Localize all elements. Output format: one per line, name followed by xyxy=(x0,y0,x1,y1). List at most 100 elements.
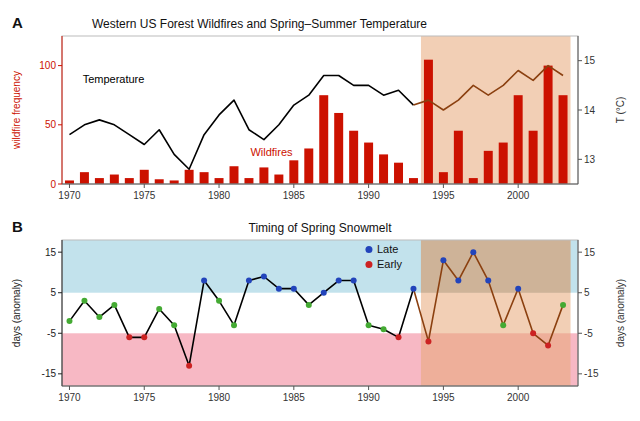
bar xyxy=(439,172,448,184)
legend-marker xyxy=(365,261,372,268)
bar xyxy=(514,95,523,184)
plot-area xyxy=(65,36,571,184)
point xyxy=(306,302,312,308)
bar xyxy=(274,175,283,184)
bar xyxy=(559,95,568,184)
legend: LateEarly xyxy=(365,243,402,270)
point xyxy=(126,334,132,340)
bar xyxy=(469,178,478,184)
x-tick xyxy=(144,386,145,390)
point xyxy=(171,322,177,328)
bar xyxy=(334,113,343,184)
panel: 1970197519801985199019952000050100131415… xyxy=(11,14,626,201)
point xyxy=(156,306,162,312)
point xyxy=(276,286,282,292)
y2-tick-label: -15 xyxy=(584,368,599,379)
bar xyxy=(155,179,164,184)
y2-tick-label: 15 xyxy=(584,247,596,258)
y-axis-line xyxy=(62,240,63,386)
y-tick-label: 0 xyxy=(50,179,56,190)
x-tick-label: 1985 xyxy=(283,392,306,403)
point xyxy=(111,302,117,308)
y-tick xyxy=(58,373,62,374)
bar xyxy=(65,180,74,184)
y-tick xyxy=(58,292,62,293)
x-tick xyxy=(219,386,220,390)
x-tick-label: 1975 xyxy=(133,190,156,201)
y2-tick xyxy=(578,60,582,61)
x-tick xyxy=(144,184,145,188)
bar xyxy=(289,160,298,184)
point xyxy=(500,322,506,328)
point xyxy=(351,278,357,284)
highlight-late-overlay xyxy=(421,240,571,293)
x-tick-label: 1990 xyxy=(357,190,380,201)
bar xyxy=(244,178,253,184)
highlight-span xyxy=(421,240,571,386)
x-axis-line xyxy=(62,184,578,185)
line xyxy=(413,66,563,110)
y2-axis-line xyxy=(578,240,579,386)
bar xyxy=(110,175,119,184)
bar xyxy=(95,178,104,184)
y2-tick xyxy=(578,292,582,293)
x-axis-line xyxy=(62,386,578,387)
x-tick-label: 1985 xyxy=(283,190,306,201)
y-tick-label: 50 xyxy=(45,119,57,130)
series-label: Wildfires xyxy=(250,146,293,158)
bar xyxy=(349,131,358,184)
y-tick xyxy=(58,252,62,253)
x-tick xyxy=(69,386,70,390)
x-tick-label: 1990 xyxy=(357,392,380,403)
y2-tick-label: 5 xyxy=(584,287,590,298)
x-tick xyxy=(518,184,519,188)
bar xyxy=(379,154,388,184)
y-tick-label: -15 xyxy=(42,368,57,379)
point xyxy=(440,257,446,263)
point xyxy=(66,318,72,324)
x-tick-label: 1995 xyxy=(432,190,455,201)
point xyxy=(381,326,387,332)
point xyxy=(246,278,252,284)
x-tick xyxy=(293,184,294,188)
bar xyxy=(319,95,328,184)
point xyxy=(201,278,207,284)
y2-tick xyxy=(578,159,582,160)
bar xyxy=(140,170,149,184)
line xyxy=(69,75,413,169)
x-tick xyxy=(443,386,444,390)
point xyxy=(545,342,551,348)
y2-tick xyxy=(578,110,582,111)
x-tick xyxy=(368,184,369,188)
plot-area xyxy=(62,240,578,386)
bar xyxy=(424,60,433,184)
point xyxy=(81,298,87,304)
x-tick-label: 1995 xyxy=(432,392,455,403)
y-axis-label: days (anomaly) xyxy=(11,279,22,347)
x-tick xyxy=(293,386,294,390)
x-tick xyxy=(219,184,220,188)
y2-tick-label: 13 xyxy=(584,154,596,165)
legend-label: Early xyxy=(377,258,403,270)
x-tick xyxy=(69,184,70,188)
x-tick-label: 2000 xyxy=(507,190,530,201)
y-tick xyxy=(58,333,62,334)
point xyxy=(455,278,461,284)
plot-frame xyxy=(62,240,578,386)
point xyxy=(515,286,521,292)
bar xyxy=(215,178,224,184)
y-tick-label: 5 xyxy=(50,287,56,298)
bar xyxy=(364,143,373,184)
y-tick xyxy=(58,184,62,185)
series-label: Temperature xyxy=(83,73,145,85)
y-axis-label: wildfire frequency xyxy=(11,71,22,150)
plot-frame xyxy=(62,36,578,184)
y2-axis-label: T (°C) xyxy=(615,97,626,124)
bar xyxy=(259,167,268,184)
point xyxy=(396,334,402,340)
point xyxy=(530,330,536,336)
y2-tick-label: 15 xyxy=(584,55,596,66)
point xyxy=(186,363,192,369)
title: Western US Forest Wildfires and Spring–S… xyxy=(92,17,427,31)
title: Timing of Spring Snowmelt xyxy=(249,221,393,235)
